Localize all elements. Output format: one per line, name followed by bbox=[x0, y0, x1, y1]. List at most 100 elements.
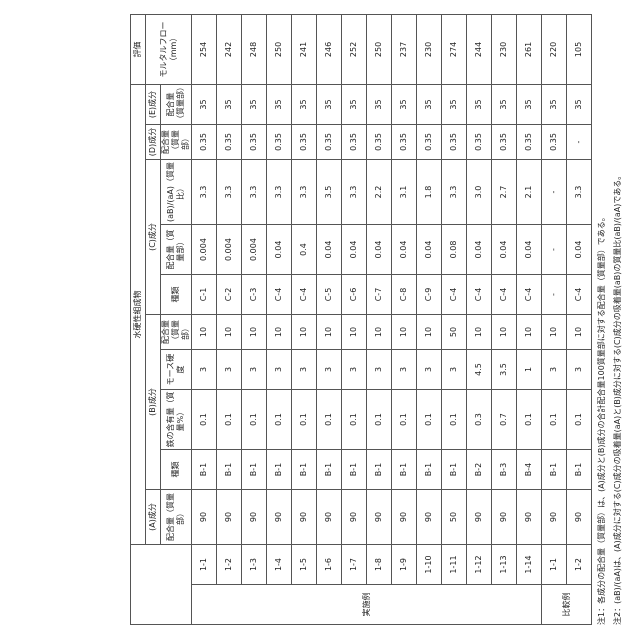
data-row: 比較例1-190B-10.1310---0.3535220 bbox=[542, 14, 567, 624]
cell: 2.2 bbox=[367, 160, 392, 225]
cell: - bbox=[542, 160, 567, 225]
data-row: 1-1290B-20.34.510C-40.043.00.3535244 bbox=[467, 14, 492, 624]
cell: 90 bbox=[567, 490, 592, 545]
cell: 0.35 bbox=[317, 125, 342, 160]
data-row: 1-1090B-10.1310C-90.041.80.3535230 bbox=[417, 14, 442, 624]
row-label: 1-12 bbox=[467, 545, 492, 585]
cell: C-7 bbox=[367, 275, 392, 315]
cell: 0.1 bbox=[442, 390, 467, 450]
cell: B-1 bbox=[192, 450, 217, 490]
row-label: 1-7 bbox=[342, 545, 367, 585]
data-row: 1-790B-10.1310C-60.043.30.3535252 bbox=[342, 14, 367, 624]
header-row: 配合量（質量部）種類鉄の含有量（質量%）モース硬度配合量（質量部）種類配合量（質… bbox=[161, 14, 192, 624]
cell: B-2 bbox=[467, 450, 492, 490]
cell: 10 bbox=[492, 315, 517, 350]
cell: 4.5 bbox=[467, 350, 492, 390]
cell: - bbox=[567, 125, 592, 160]
eval-header: 評価 bbox=[131, 14, 146, 84]
row-label: 1-10 bbox=[417, 545, 442, 585]
cell: 246 bbox=[317, 14, 342, 84]
cell: 0.1 bbox=[367, 390, 392, 450]
cell: 3 bbox=[292, 350, 317, 390]
subheader: 配合量（質量部） bbox=[161, 125, 192, 160]
data-table: 水硬性組成物評価(A)成分(B)成分(C)成分(D)成分(E)成分モルタルフロー… bbox=[130, 14, 592, 625]
cell: 1.8 bbox=[417, 160, 442, 225]
cell: B-1 bbox=[267, 450, 292, 490]
row-label: 1-5 bbox=[292, 545, 317, 585]
cell: 0.1 bbox=[342, 390, 367, 450]
cell: 35 bbox=[542, 84, 567, 124]
cell: 3.3 bbox=[217, 160, 242, 225]
cell: 0.08 bbox=[442, 225, 467, 275]
cell: 90 bbox=[317, 490, 342, 545]
cell: C-1 bbox=[192, 275, 217, 315]
cell: 35 bbox=[317, 84, 342, 124]
cell: 0.1 bbox=[517, 390, 542, 450]
cell: 3 bbox=[417, 350, 442, 390]
cell: C-6 bbox=[342, 275, 367, 315]
cell: C-5 bbox=[317, 275, 342, 315]
cell: 0.35 bbox=[492, 125, 517, 160]
cell: 3.3 bbox=[342, 160, 367, 225]
cell: 0.1 bbox=[292, 390, 317, 450]
group-label: 比較例 bbox=[542, 585, 592, 625]
cell: 0.35 bbox=[342, 125, 367, 160]
cell: C-4 bbox=[517, 275, 542, 315]
cell: 3.5 bbox=[317, 160, 342, 225]
component-header: (E)成分 bbox=[146, 84, 161, 124]
cell: 35 bbox=[342, 84, 367, 124]
cell: 35 bbox=[492, 84, 517, 124]
cell: 0.1 bbox=[542, 390, 567, 450]
cell: B-1 bbox=[367, 450, 392, 490]
cell: 0.04 bbox=[567, 225, 592, 275]
data-row: 実施例1-190B-10.1310C-10.0043.30.3535254 bbox=[192, 14, 217, 624]
cell: 3 bbox=[267, 350, 292, 390]
cell: B-4 bbox=[517, 450, 542, 490]
data-row: 1-890B-10.1310C-70.042.20.3535250 bbox=[367, 14, 392, 624]
cell: 3 bbox=[317, 350, 342, 390]
cell: 0.004 bbox=[217, 225, 242, 275]
data-row: 1-690B-10.1310C-50.043.50.3535246 bbox=[317, 14, 342, 624]
cell: 0.35 bbox=[217, 125, 242, 160]
cell: 3.3 bbox=[567, 160, 592, 225]
cell: 0.04 bbox=[267, 225, 292, 275]
cell: 35 bbox=[467, 84, 492, 124]
cell: 50 bbox=[442, 315, 467, 350]
cell: 250 bbox=[267, 14, 292, 84]
cell: 261 bbox=[517, 14, 542, 84]
cell: B-1 bbox=[442, 450, 467, 490]
cell: 3.1 bbox=[392, 160, 417, 225]
cell: 10 bbox=[192, 315, 217, 350]
data-row: 1-390B-10.1310C-30.0043.30.3535248 bbox=[242, 14, 267, 624]
cell: 35 bbox=[567, 84, 592, 124]
cell: 0.04 bbox=[517, 225, 542, 275]
corner-cell bbox=[131, 545, 192, 625]
row-label: 1-11 bbox=[442, 545, 467, 585]
cell: 0.35 bbox=[267, 125, 292, 160]
cell: 10 bbox=[567, 315, 592, 350]
cell: 230 bbox=[417, 14, 442, 84]
cell: 0.35 bbox=[417, 125, 442, 160]
eval-subheader: モルタルフロー（mm） bbox=[146, 14, 192, 84]
cell: 220 bbox=[542, 14, 567, 84]
row-label: 1-14 bbox=[517, 545, 542, 585]
cell: 10 bbox=[417, 315, 442, 350]
cell: 2.1 bbox=[517, 160, 542, 225]
cell: 0.35 bbox=[242, 125, 267, 160]
cell: 90 bbox=[292, 490, 317, 545]
cell: 274 bbox=[442, 14, 467, 84]
row-label: 1-6 bbox=[317, 545, 342, 585]
cell: 3 bbox=[242, 350, 267, 390]
cell: 3 bbox=[542, 350, 567, 390]
cell: C-4 bbox=[467, 275, 492, 315]
cell: 35 bbox=[442, 84, 467, 124]
cell: B-1 bbox=[567, 450, 592, 490]
subheader: 配合量（質量部） bbox=[161, 225, 192, 275]
data-row: 1-290B-10.1310C-20.0043.30.3535242 bbox=[217, 14, 242, 624]
group-header: 水硬性組成物 bbox=[131, 84, 146, 544]
cell: 0.1 bbox=[417, 390, 442, 450]
cell: B-1 bbox=[392, 450, 417, 490]
cell: 230 bbox=[492, 14, 517, 84]
row-label: 1-1 bbox=[542, 545, 567, 585]
cell: 10 bbox=[392, 315, 417, 350]
